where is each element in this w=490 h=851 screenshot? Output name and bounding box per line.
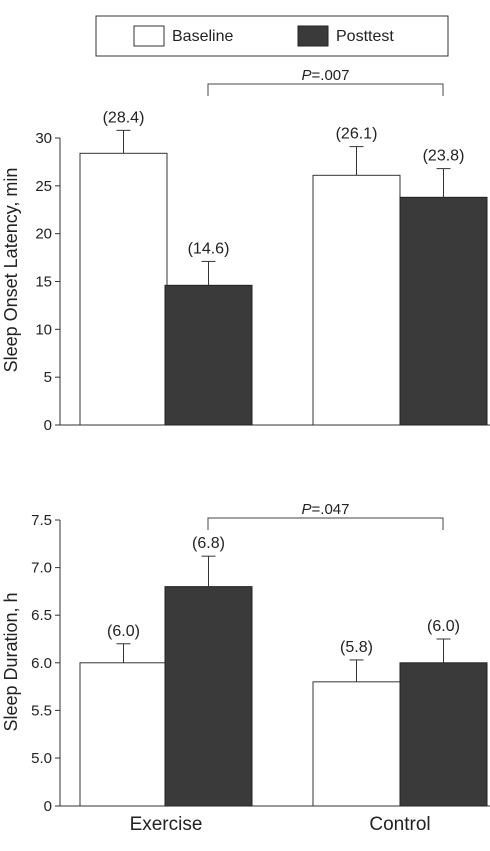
y-axis-title: Sleep Onset Latency, min xyxy=(1,168,21,373)
y-tick-label: 6.5 xyxy=(31,607,52,624)
y-tick-label: 5.5 xyxy=(31,702,52,719)
y-tick-label: 15 xyxy=(35,274,52,291)
bar-posttest-exercise xyxy=(164,284,253,426)
y-tick-label: 5 xyxy=(44,369,52,386)
bar-posttest-exercise xyxy=(164,586,253,807)
y-tick-label: 7.0 xyxy=(31,560,52,577)
bar-posttest-control xyxy=(399,196,488,426)
value-label: (14.6) xyxy=(188,240,230,257)
legend-swatch-posttest xyxy=(297,25,329,47)
y-tick-label: 25 xyxy=(35,178,52,195)
x-category-label: Exercise xyxy=(130,814,203,835)
chart-panels: 0 5 10 15 20 25 30 Sleep Onset Latency, min (28.… xyxy=(1,67,490,835)
significance-label: P=.007 xyxy=(302,67,350,84)
value-label: (6.8) xyxy=(192,535,225,552)
y-tick-label: 0 xyxy=(44,798,52,815)
value-label: (5.8) xyxy=(340,639,373,656)
y-axis-title: Sleep Duration, h xyxy=(1,592,21,731)
significance-bracket xyxy=(207,83,444,96)
y-tick-label: 7.5 xyxy=(31,512,52,529)
value-label: (23.8) xyxy=(423,148,465,165)
significance-label-p: P xyxy=(302,67,312,84)
value-label: (28.4) xyxy=(103,109,145,126)
bar-baseline-control xyxy=(312,174,401,426)
chart-panel-1: 0 5 10 15 20 25 30 Sleep Onset Latency, min (28.… xyxy=(1,67,490,434)
significance-label: P=.047 xyxy=(302,501,350,518)
value-label: (6.0) xyxy=(107,623,140,640)
legend-label-baseline: Baseline xyxy=(172,28,233,45)
x-category-label: Control xyxy=(369,814,430,835)
y-tick-label: 30 xyxy=(35,130,52,147)
bar-baseline-control xyxy=(312,681,401,807)
significance-label-value: =.007 xyxy=(312,67,350,84)
significance-label-value: =.047 xyxy=(312,501,350,518)
value-label: (26.1) xyxy=(336,126,378,143)
legend-swatch-baseline xyxy=(133,25,165,47)
significance-bracket xyxy=(207,517,444,530)
legend-label-posttest: Posttest xyxy=(336,28,394,45)
legend: Baseline Posttest xyxy=(95,15,449,57)
bar-baseline-exercise xyxy=(79,662,168,807)
y-tick-label: 20 xyxy=(35,226,52,243)
chart-panel-2: 0 5.0 5.5 6.0 6.5 7.0 7.5 Sleep Duration, h (6.0… xyxy=(1,501,490,835)
y-tick-label: 5.0 xyxy=(31,750,52,767)
bar-posttest-control xyxy=(399,662,488,807)
y-tick-label: 10 xyxy=(35,321,52,338)
y-tick-label: 6.0 xyxy=(31,655,52,672)
significance-label-p: P xyxy=(302,501,312,518)
bar-baseline-exercise xyxy=(79,152,168,426)
y-tick-label: 0 xyxy=(44,417,52,434)
value-label: (6.0) xyxy=(427,618,460,635)
